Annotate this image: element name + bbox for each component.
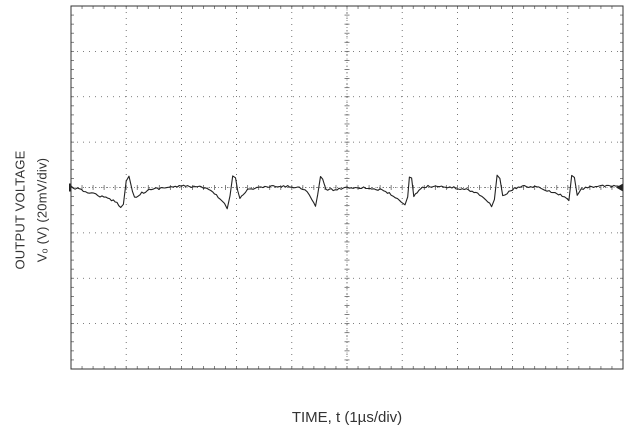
y-axis-label-line-2: Vₒ (V) (20mV/div) <box>34 157 50 263</box>
reference-marker-left <box>69 183 71 192</box>
trigger-marker-right <box>616 183 623 192</box>
y-axis-label-line-1: OUTPUT VOLTAGE <box>12 150 28 270</box>
x-axis-label: TIME, t (1µs/div) <box>291 409 403 426</box>
trigger-markers <box>69 183 623 192</box>
plot-frame <box>70 5 624 370</box>
output-voltage-trace <box>70 174 623 210</box>
